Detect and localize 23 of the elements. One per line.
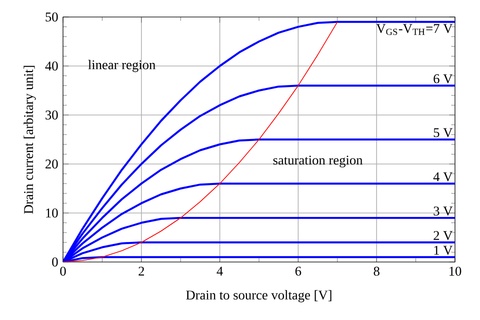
- annotation: linear region: [88, 60, 156, 72]
- x-axis-title: Drain to source voltage [V]: [186, 290, 332, 302]
- y-tick-label: 30: [46, 110, 58, 120]
- series-label: 2 V: [434, 231, 453, 240]
- x-tick-label: 6: [295, 266, 302, 276]
- y-tick-label: 50: [46, 12, 58, 22]
- y-axis-title: Drain current [arbitary unit]: [24, 66, 36, 214]
- x-tick-label: 10: [450, 266, 462, 276]
- x-tick-label: 0: [60, 266, 66, 276]
- series-label: V$_{GS}$-V$_{TH}$=7 V: [376, 24, 453, 35]
- series-label: 1 V: [434, 246, 453, 255]
- x-tick-label: 4: [216, 266, 223, 276]
- y-tick-label: 0: [52, 257, 58, 266]
- y-tick-label: 40: [45, 61, 58, 70]
- series-label: 4 V: [433, 172, 453, 182]
- series-label: 6 V: [434, 74, 453, 84]
- y-tick-label: 10: [46, 208, 58, 218]
- series-label: 3 V: [434, 206, 453, 216]
- annotation: saturation region: [273, 156, 363, 168]
- x-tick-label: 2: [138, 266, 144, 276]
- y-tick-label: 20: [46, 159, 58, 168]
- series-label: 5 V: [434, 128, 453, 138]
- x-tick-label: 8: [374, 266, 380, 276]
